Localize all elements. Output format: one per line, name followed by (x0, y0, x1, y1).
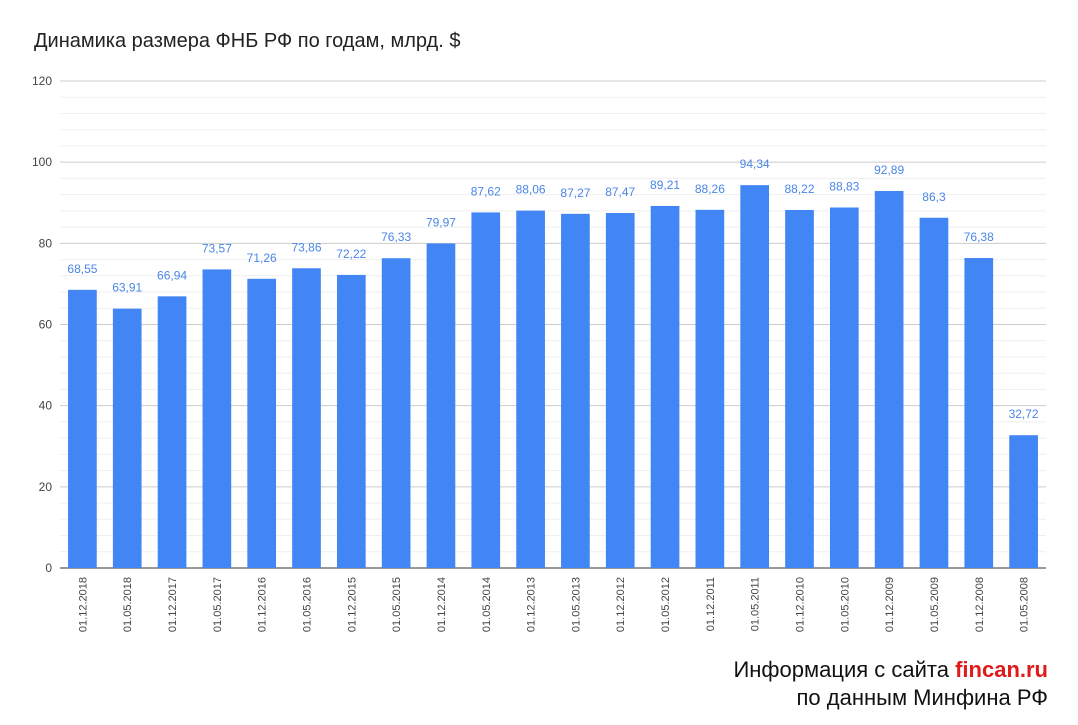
data-label: 88,26 (695, 182, 725, 196)
y-tick-label: 0 (45, 561, 52, 575)
x-tick-label: 01.12.2017 (167, 577, 179, 632)
data-label: 66,94 (157, 268, 187, 282)
x-tick-label: 01.05.2016 (302, 577, 314, 632)
data-label: 86,3 (922, 190, 946, 204)
x-tick-label: 01.12.2013 (526, 577, 538, 632)
bar (561, 213, 590, 568)
bar (426, 243, 456, 568)
data-label: 88,22 (784, 182, 814, 196)
x-tick-label: 01.05.2011 (750, 577, 762, 631)
bar (336, 274, 366, 568)
data-label: 88,83 (829, 179, 859, 193)
data-label: 73,57 (202, 241, 232, 255)
bar (605, 213, 635, 568)
bar (381, 258, 411, 568)
data-label: 32,72 (1009, 407, 1039, 421)
data-label: 88,06 (516, 183, 546, 197)
y-tick-label: 100 (32, 155, 52, 169)
bar (1009, 435, 1038, 568)
bar (202, 269, 232, 568)
x-tick-label: 01.12.2009 (884, 577, 896, 632)
data-label: 87,27 (560, 186, 590, 200)
x-tick-label: 01.12.2011 (705, 577, 717, 631)
y-axis-ticks: 0 20 40 60 80 100 120 (32, 74, 52, 575)
source-credit: Информация с сайта fincan.ru по данным М… (733, 656, 1048, 712)
bar (471, 212, 501, 569)
data-label: 72,22 (336, 247, 366, 261)
bar (740, 185, 770, 568)
bar (785, 209, 814, 569)
bar (292, 268, 321, 568)
credit-line-1: Информация с сайта fincan.ru (733, 656, 1048, 684)
bar (650, 205, 680, 568)
bar (157, 296, 187, 568)
x-tick-label: 01.05.2015 (391, 577, 403, 632)
bar (247, 278, 277, 568)
chart-title: Динамика размера ФНБ РФ по годам, млрд. … (34, 30, 461, 52)
x-tick-label: 01.12.2014 (436, 577, 448, 632)
bar (112, 308, 142, 568)
y-tick-label: 40 (39, 399, 53, 413)
data-label: 71,26 (247, 251, 277, 265)
data-label: 94,34 (740, 157, 770, 171)
x-tick-label: 01.12.2016 (257, 577, 269, 632)
bar (829, 207, 859, 569)
x-tick-label: 01.05.2008 (1019, 577, 1031, 632)
data-label: 68,55 (67, 262, 97, 276)
bar (964, 258, 994, 568)
x-tick-label: 01.05.2012 (660, 577, 672, 632)
bar (68, 289, 97, 568)
y-tick-label: 60 (39, 318, 53, 332)
x-tick-label: 01.12.2008 (974, 577, 986, 632)
data-label: 76,38 (964, 230, 994, 244)
x-tick-label: 01.12.2010 (795, 577, 807, 632)
data-label: 92,89 (874, 163, 904, 177)
data-label: 79,97 (426, 215, 456, 229)
bar (516, 210, 545, 568)
x-tick-label: 01.05.2014 (481, 577, 493, 632)
bar (695, 209, 725, 568)
data-label: 63,91 (112, 281, 142, 295)
y-tick-label: 80 (39, 236, 53, 250)
data-label: 89,21 (650, 178, 680, 192)
x-tick-label: 01.05.2009 (929, 577, 941, 632)
x-axis-ticks: 01.12.2018 01.05.2018 01.12.2017 01.05.2017… (77, 577, 1030, 632)
value-labels: 68,55 63,91 66,94 73,57 71,26 73,86 72,22 76,33… (67, 157, 1039, 421)
data-label: 87,62 (471, 184, 501, 198)
bar (874, 191, 904, 568)
data-label: 73,86 (291, 240, 321, 254)
x-tick-label: 01.12.2018 (77, 577, 89, 632)
y-tick-label: 20 (39, 480, 53, 494)
credit-prefix: Информация с сайта (733, 657, 956, 682)
x-tick-label: 01.05.2017 (212, 577, 224, 632)
data-label: 76,33 (381, 230, 411, 244)
bar (919, 217, 949, 568)
x-tick-label: 01.05.2013 (570, 577, 582, 632)
data-label: 87,47 (605, 185, 635, 199)
bars (68, 185, 1038, 569)
x-tick-label: 01.12.2012 (615, 577, 627, 632)
x-tick-label: 01.05.2018 (122, 577, 134, 632)
x-tick-label: 01.05.2010 (839, 577, 851, 632)
x-tick-label: 01.12.2015 (346, 577, 358, 632)
credit-line-2: по данным Минфина РФ (796, 685, 1049, 710)
site-link[interactable]: fincan.ru (955, 657, 1048, 682)
y-tick-label: 120 (32, 74, 52, 88)
